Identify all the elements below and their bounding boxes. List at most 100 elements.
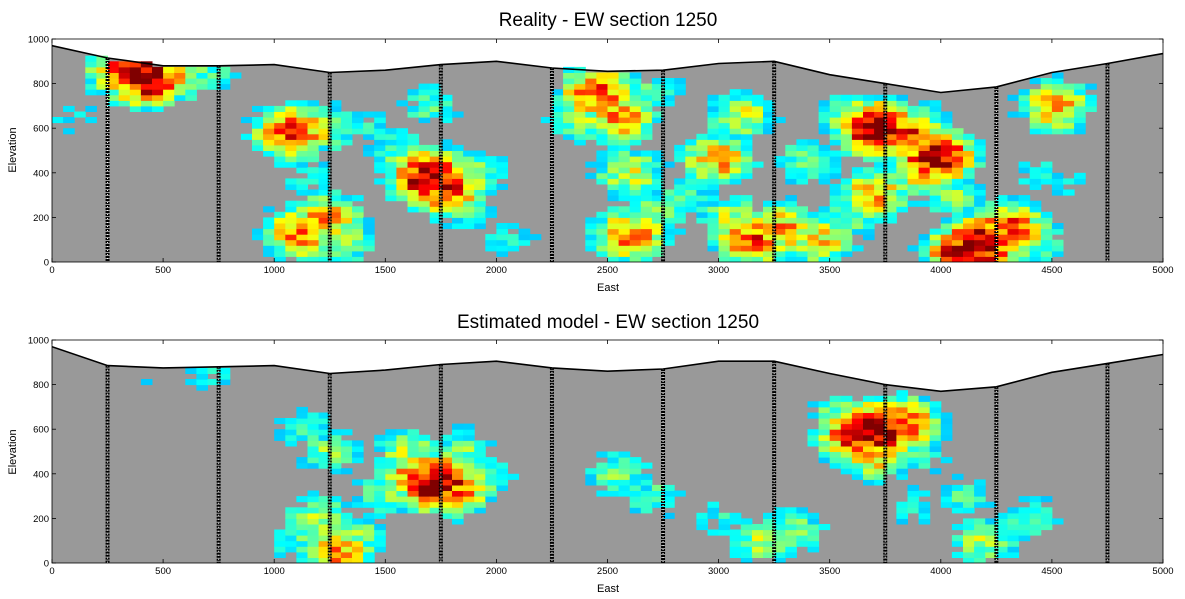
heatmap-cell <box>807 529 820 536</box>
heatmap-cell <box>874 429 886 436</box>
heatmap-cell <box>563 128 575 135</box>
heatmap-cell <box>363 496 375 503</box>
heatmap-cell <box>985 200 997 207</box>
heatmap-cell <box>474 468 486 475</box>
heatmap-cell <box>385 144 397 151</box>
heatmap-cell <box>840 100 853 107</box>
heatmap-cell <box>685 189 697 196</box>
heatmap-cell <box>452 496 464 503</box>
heatmap-cell <box>963 535 975 542</box>
heatmap-cell <box>385 434 397 441</box>
heatmap-cell <box>751 128 764 135</box>
heatmap-cell <box>285 100 297 107</box>
heatmap-cell <box>651 94 664 101</box>
heatmap-cell <box>307 524 320 531</box>
heatmap-cell <box>863 223 875 230</box>
heatmap-cell <box>874 156 886 163</box>
heatmap-cell <box>407 161 420 168</box>
heatmap-cell <box>896 418 908 425</box>
y-axis-label: Elevation <box>7 127 19 172</box>
heatmap-cell <box>651 239 664 246</box>
heatmap-cell <box>607 245 620 252</box>
heatmap-cell <box>285 156 297 163</box>
heatmap-cell <box>463 206 475 213</box>
heatmap-cell <box>496 462 508 469</box>
heatmap-cell <box>296 540 308 547</box>
heatmap-cell <box>651 245 664 252</box>
heatmap-cell <box>485 239 497 246</box>
heatmap-cell <box>252 234 264 241</box>
heatmap-cell <box>1029 228 1042 235</box>
heatmap-cell <box>640 473 653 480</box>
heatmap-cell <box>1018 167 1031 174</box>
heatmap-cell <box>474 189 486 196</box>
heatmap-cell <box>552 105 564 112</box>
heatmap-cell <box>352 524 364 531</box>
heatmap-cell <box>1018 245 1031 252</box>
heatmap-cell <box>129 61 142 68</box>
heatmap-cell <box>418 501 431 508</box>
heatmap-cell <box>963 540 975 547</box>
heatmap-cell <box>363 512 375 519</box>
x-tick-label: 1000 <box>264 265 285 276</box>
heatmap-cell <box>440 451 453 458</box>
heatmap-cell <box>618 462 631 469</box>
heatmap-cell <box>585 479 597 486</box>
heatmap-cell <box>718 128 731 135</box>
heatmap-cell <box>951 161 964 168</box>
heatmap-cell <box>1063 128 1075 135</box>
heatmap-cell <box>863 100 875 107</box>
heatmap-cell <box>740 540 753 547</box>
heatmap-cell <box>929 128 942 135</box>
heatmap-cell <box>296 462 308 469</box>
heatmap-cell <box>429 100 442 107</box>
heatmap-cell <box>263 234 275 241</box>
heatmap-cell <box>340 122 353 129</box>
heatmap-cell <box>951 167 964 174</box>
heatmap-cell <box>1051 172 1064 179</box>
heatmap-cell <box>407 111 420 118</box>
heatmap-cell <box>929 167 942 174</box>
heatmap-cell <box>774 540 786 547</box>
heatmap-cell <box>407 139 420 146</box>
heatmap-cell <box>929 105 942 112</box>
heatmap-cell <box>252 105 264 112</box>
heatmap-cell <box>863 412 875 419</box>
heatmap-cell <box>840 457 853 464</box>
heatmap-cell <box>718 217 731 224</box>
heatmap-cell <box>307 529 320 536</box>
heatmap-cell <box>729 540 742 547</box>
heatmap-cell <box>851 100 864 107</box>
heatmap-cell <box>407 172 420 179</box>
heatmap-cell <box>507 473 520 480</box>
heatmap-cell <box>840 445 853 452</box>
estimated-model-panel: Estimated model - EW section 1250 East E… <box>7 312 1174 595</box>
heatmap-cell <box>596 72 608 79</box>
heatmap-cell <box>918 172 931 179</box>
heatmap-cell <box>874 122 886 129</box>
heatmap-cell <box>629 462 642 469</box>
heatmap-cell <box>840 434 853 441</box>
heatmap-cell <box>640 496 653 503</box>
heatmap-cell <box>629 100 642 107</box>
heatmap-cell <box>352 122 364 129</box>
heatmap-cell <box>874 117 886 124</box>
heatmap-cell <box>385 462 397 469</box>
heatmap-cell <box>385 183 397 190</box>
heatmap-cell <box>352 111 364 118</box>
heatmap-cell <box>685 139 697 146</box>
heatmap-cell <box>474 150 486 157</box>
heatmap-cell <box>1074 172 1086 179</box>
heatmap-cell <box>285 535 297 542</box>
heatmap-cell <box>640 83 653 90</box>
heatmap-cell <box>851 217 864 224</box>
heatmap-cell <box>318 223 331 230</box>
heatmap-cell <box>974 551 986 558</box>
heatmap-cell <box>740 518 753 525</box>
heatmap-cell <box>785 239 797 246</box>
heatmap-cell <box>352 445 364 452</box>
heatmap-cell <box>585 223 597 230</box>
heatmap-cell <box>818 457 831 464</box>
heatmap-cell <box>707 105 720 112</box>
x-tick-label: 500 <box>155 265 171 276</box>
